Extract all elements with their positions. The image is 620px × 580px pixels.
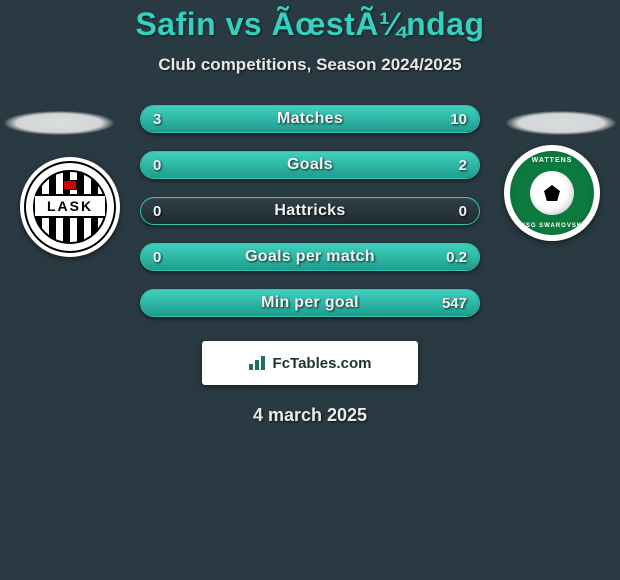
page-title: Safin vs ÃœstÃ¼ndag [0, 6, 620, 43]
branding-text: FcTables.com [273, 355, 372, 372]
wsg-logo-text-top: WATTENS [532, 157, 573, 164]
stat-value-right: 547 [442, 290, 467, 316]
stat-bar-goals-per-match: 0 Goals per match 0.2 [140, 243, 480, 271]
stat-bar-min-per-goal: Min per goal 547 [140, 289, 480, 317]
stat-bar-hattricks: 0 Hattricks 0 [140, 197, 480, 225]
page-subtitle: Club competitions, Season 2024/2025 [0, 55, 620, 75]
stat-value-right: 0 [459, 198, 467, 224]
stat-bar-matches: 3 Matches 10 [140, 105, 480, 133]
stat-value-right: 0.2 [446, 244, 467, 270]
bar-chart-icon [249, 356, 267, 370]
lask-logo: LASK [24, 161, 116, 253]
stat-bar-goals: 0 Goals 2 [140, 151, 480, 179]
stat-label: Hattricks [141, 198, 479, 224]
stat-label: Goals [141, 152, 479, 178]
comparison-area: LASK WATTENS WSG SWAROVSKI 3 Matches 10 [0, 105, 620, 426]
branding-badge: FcTables.com [202, 341, 418, 385]
club-badge-right: WATTENS WSG SWAROVSKI [504, 145, 600, 241]
club-badge-left: LASK [20, 157, 120, 257]
stat-value-right: 10 [450, 106, 467, 132]
stat-label: Min per goal [141, 290, 479, 316]
stats-bars: 3 Matches 10 0 Goals 2 0 Hattricks 0 [140, 105, 480, 317]
player-silhouette-right [506, 111, 616, 135]
wsg-logo-text-bottom: WSG SWAROVSKI [519, 223, 585, 229]
soccer-ball-icon [530, 171, 574, 215]
content-root: Safin vs ÃœstÃ¼ndag Club competitions, S… [0, 0, 620, 426]
footer-date: 4 march 2025 [0, 405, 620, 426]
stat-label: Goals per match [141, 244, 479, 270]
stat-label: Matches [141, 106, 479, 132]
wsg-logo: WATTENS WSG SWAROVSKI [508, 149, 596, 237]
player-silhouette-left [4, 111, 114, 135]
stat-value-right: 2 [459, 152, 467, 178]
lask-logo-text: LASK [35, 194, 105, 218]
